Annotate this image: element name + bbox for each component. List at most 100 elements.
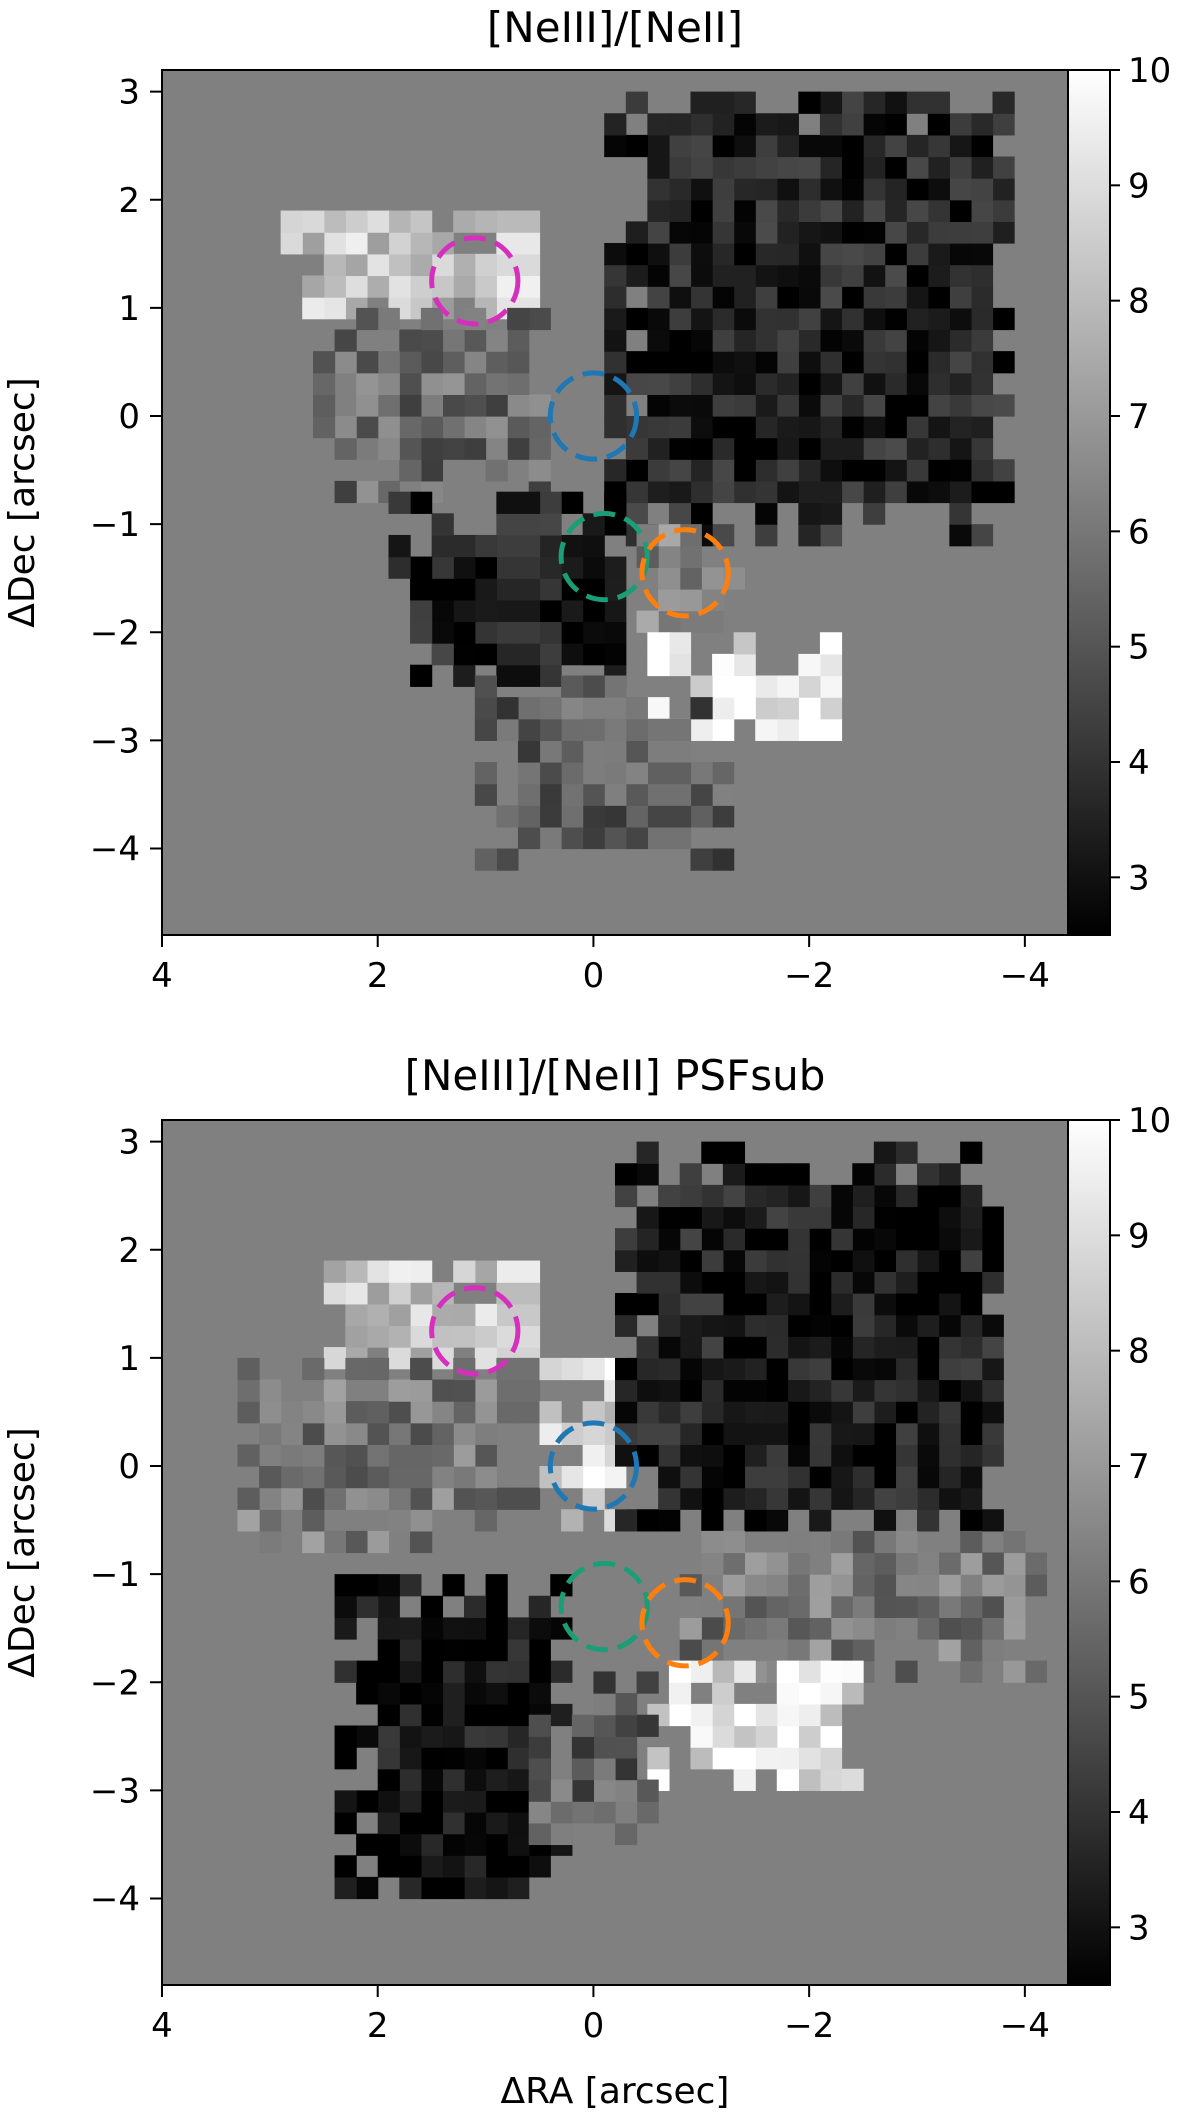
map-pixel xyxy=(884,178,907,201)
map-pixel xyxy=(485,1617,508,1640)
map-pixel xyxy=(561,1509,584,1532)
map-pixel xyxy=(712,697,735,720)
map-pixel xyxy=(323,1444,346,1467)
map-pixel xyxy=(420,1855,444,1878)
map-pixel xyxy=(755,394,778,417)
colorbar-tick-label: 5 xyxy=(1128,1678,1150,1718)
map-pixel xyxy=(625,697,648,720)
map-pixel xyxy=(604,491,627,514)
map-pixel xyxy=(615,1801,638,1824)
x-tick-label: 2 xyxy=(367,2006,389,2046)
map-pixel xyxy=(970,437,994,460)
map-pixel xyxy=(668,632,692,655)
map-pixel xyxy=(970,243,994,266)
map-pixel xyxy=(927,199,950,222)
map-pixel xyxy=(841,394,864,417)
map-pixel xyxy=(787,1314,810,1337)
map-pixel xyxy=(841,372,864,395)
map-pixel xyxy=(701,1249,724,1272)
map-pixel xyxy=(776,372,799,395)
map-pixel xyxy=(464,1876,487,1900)
aperture-circle xyxy=(639,527,731,619)
map-pixel xyxy=(388,1422,411,1445)
map-pixel xyxy=(852,1487,875,1510)
map-pixel xyxy=(453,643,476,666)
map-pixel xyxy=(819,329,843,352)
map-pixel xyxy=(517,1357,541,1381)
map-pixel xyxy=(668,243,692,266)
map-pixel xyxy=(960,1660,983,1683)
map-pixel xyxy=(679,1271,702,1294)
map-pixel xyxy=(636,1336,659,1359)
map-pixel xyxy=(410,1282,433,1305)
map-pixel xyxy=(798,156,821,179)
map-pixel xyxy=(507,416,530,439)
map-pixel xyxy=(690,805,713,828)
map-pixel xyxy=(938,1184,961,1208)
map-pixel xyxy=(474,578,497,601)
map-pixel xyxy=(841,1660,864,1683)
map-pixel xyxy=(453,1325,476,1348)
map-pixel xyxy=(701,1509,724,1532)
map-pixel xyxy=(701,1487,724,1510)
map-pixel xyxy=(453,1466,476,1489)
map-pixel xyxy=(722,1552,746,1575)
map-pixel xyxy=(528,1822,551,1846)
map-pixel xyxy=(399,1660,422,1683)
map-pixel xyxy=(647,243,670,266)
map-pixel xyxy=(917,1206,940,1229)
map-pixel xyxy=(345,1357,368,1381)
map-pixel xyxy=(938,1422,961,1445)
map-pixel xyxy=(539,1401,562,1424)
map-pixel xyxy=(776,675,799,698)
map-pixel xyxy=(410,253,433,277)
y-tick-label: 0 xyxy=(118,397,140,437)
map-pixel xyxy=(895,1595,918,1618)
map-pixel xyxy=(949,221,972,244)
map-pixel xyxy=(453,1379,476,1402)
map-pixel xyxy=(895,1228,918,1251)
map-pixel xyxy=(474,599,497,623)
map-pixel xyxy=(582,513,605,536)
map-pixel xyxy=(464,329,487,352)
map-pixel xyxy=(733,480,756,504)
map-pixel xyxy=(496,578,519,601)
map-pixel xyxy=(798,1660,821,1683)
map-pixel xyxy=(517,491,541,514)
map-pixel xyxy=(539,826,562,850)
map-pixel xyxy=(819,416,843,439)
map-pixel xyxy=(604,1466,627,1489)
map-pixel xyxy=(442,1639,465,1662)
map-pixel xyxy=(744,1574,767,1597)
map-pixel xyxy=(798,286,821,309)
map-pixel xyxy=(873,1509,897,1532)
map-pixel xyxy=(410,1444,433,1467)
map-pixel xyxy=(431,578,454,601)
map-pixel xyxy=(442,1682,465,1705)
map-pixel xyxy=(507,1833,530,1856)
map-pixel xyxy=(917,1487,940,1510)
map-pixel xyxy=(668,199,692,222)
map-pixel xyxy=(302,1487,325,1510)
map-pixel xyxy=(399,1790,422,1813)
map-pixel xyxy=(647,826,670,850)
map-pixel xyxy=(377,1682,400,1705)
map-pixel xyxy=(917,1444,940,1467)
map-pixel xyxy=(766,1487,789,1510)
map-pixel xyxy=(798,307,821,331)
map-pixel xyxy=(377,1855,400,1878)
map-pixel xyxy=(539,534,562,558)
map-pixel xyxy=(658,1487,681,1510)
map-pixel xyxy=(280,1444,303,1467)
map-pixel xyxy=(464,416,487,439)
map-pixel xyxy=(636,1671,659,1694)
map-pixel xyxy=(992,199,1015,222)
map-pixel xyxy=(701,1141,724,1164)
map-pixel xyxy=(819,653,843,677)
map-pixel xyxy=(917,1401,940,1424)
map-pixel xyxy=(517,556,541,579)
map-pixel xyxy=(884,351,907,374)
map-pixel xyxy=(809,1336,832,1359)
map-pixel xyxy=(582,675,605,698)
map-pixel xyxy=(485,437,508,460)
